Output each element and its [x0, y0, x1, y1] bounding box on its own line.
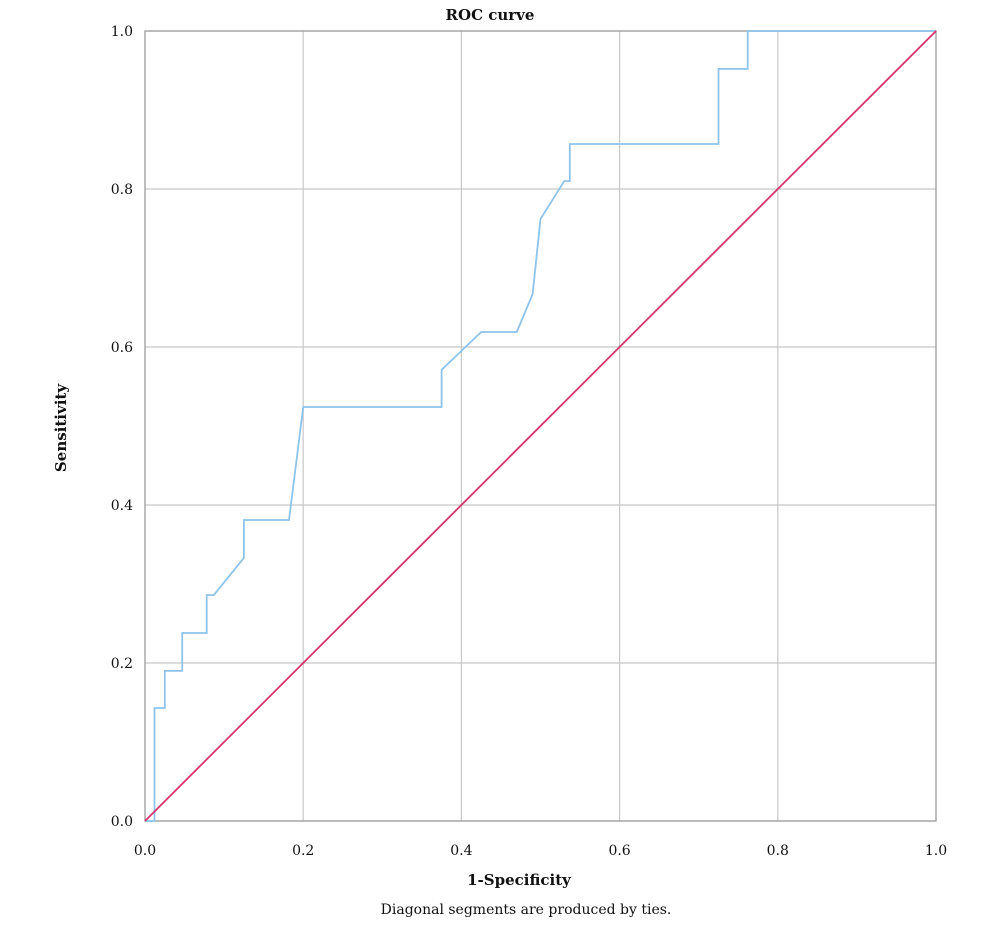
- y-tick-label: 1.0: [111, 24, 133, 40]
- series-layer: [144, 30, 937, 822]
- roc-curve-line: [145, 30, 936, 822]
- x-tick-label: 0.0: [134, 843, 156, 859]
- x-tick-label: 1.0: [925, 843, 947, 859]
- y-tick-label: 0.8: [111, 182, 133, 198]
- x-tick-label: 0.4: [450, 843, 472, 859]
- x-axis-title: 1-Specificity: [467, 871, 572, 889]
- chart-title: ROC curve: [446, 6, 535, 24]
- x-tick-label: 0.2: [292, 843, 314, 859]
- x-tick-labels: 0.0 0.2 0.4 0.6 0.8 1.0: [134, 843, 947, 859]
- chart-footnote: Diagonal segments are produced by ties.: [381, 902, 672, 918]
- y-tick-label: 0.0: [111, 814, 133, 830]
- y-axis-title: Sensitivity: [52, 383, 70, 472]
- plot-frame: [144, 30, 937, 822]
- y-tick-labels: 0.0 0.2 0.4 0.6 0.8 1.0: [111, 24, 133, 830]
- y-tick-label: 0.2: [111, 656, 133, 672]
- reference-diagonal-line: [144, 30, 937, 822]
- x-tick-label: 0.8: [767, 843, 789, 859]
- y-tick-label: 0.4: [111, 498, 133, 514]
- x-tick-label: 0.6: [608, 843, 630, 859]
- y-tick-label: 0.6: [111, 340, 133, 356]
